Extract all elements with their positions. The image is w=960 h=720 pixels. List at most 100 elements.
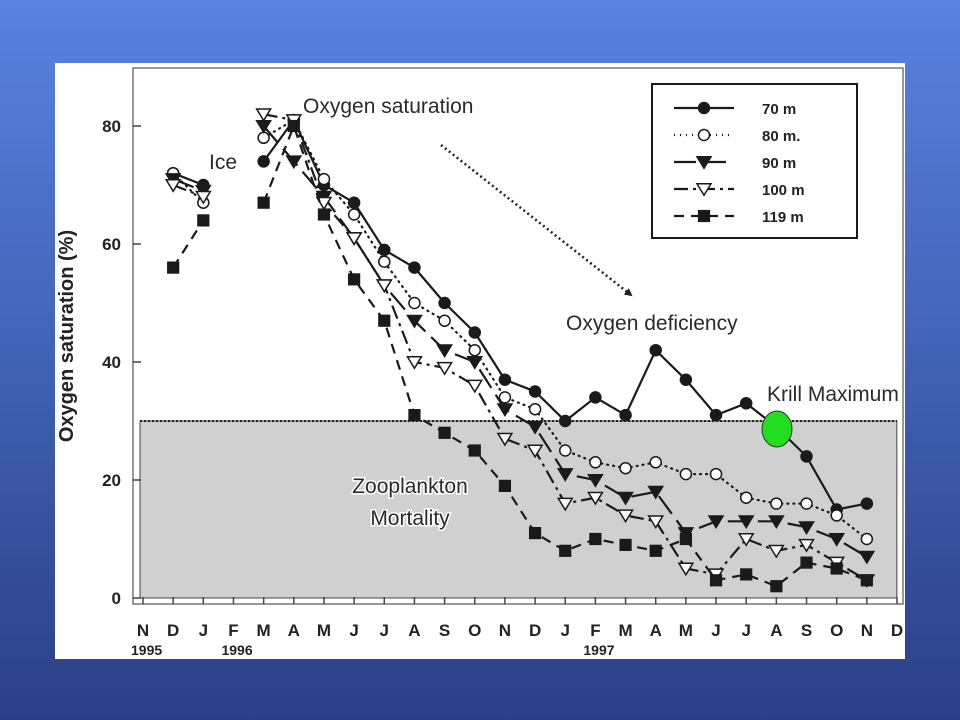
data-point-100-m [587,491,604,506]
x-tick-label: D [529,621,541,640]
x-tick-label: J [380,621,389,640]
data-point-119-m [589,532,602,546]
data-point-100-m [798,538,815,553]
data-point-70-m [589,391,602,404]
data-point-90-m [617,491,634,506]
data-point-80-m [468,343,482,357]
data-point-90-m [496,403,514,417]
data-point-70-m [739,397,753,410]
data-point-119-m [438,426,451,439]
data-point-80-m [770,497,783,510]
data-point-119-m [167,261,180,274]
data-point-80-m [317,172,331,186]
chart-panel: 0 20 40 60 80 Oxygen saturation (%) N D J F M A M J J A… [55,63,905,659]
y-axis-title: Oxygen saturation (%) [56,230,78,442]
data-point-100-m [255,108,272,122]
data-point-100-m [647,515,665,530]
data-point-90-m [466,356,484,370]
data-point-119-m [830,562,843,575]
data-point-70-m [558,414,572,428]
data-point-100-m [556,497,574,512]
data-point-90-m [406,314,423,329]
legend-marker-119-m [697,209,711,223]
data-point-70-m [257,155,270,168]
data-point-100-m [375,279,393,294]
x-tick-label: J [561,621,570,640]
data-point-119-m [860,574,873,587]
x-tick-label: O [830,621,843,640]
data-point-90-m [768,515,785,530]
x-tick-label: J [349,621,358,640]
data-point-119-m [287,119,300,133]
data-point-80-m [498,391,512,404]
data-point-119-m [348,273,361,286]
series-line-100-m [172,183,204,198]
x-year-label: 1995 [131,642,162,658]
series-line-119-m [172,219,205,269]
x-tick-label: O [468,621,481,640]
x-tick-label: M [257,621,271,640]
series-119-m [167,119,873,593]
data-point-100-m [194,190,212,205]
x-tick-label: S [801,621,812,640]
data-point-119-m [197,214,210,227]
y-tick-label: 80 [102,117,121,136]
data-point-80-m [378,255,391,268]
annotation-zooplankton: Zooplankton [352,475,468,498]
data-point-70-m [438,296,451,310]
x-tick-label: F [590,621,600,640]
data-point-70-m [528,385,542,398]
data-point-119-m [649,544,662,557]
data-point-70-m [408,261,421,274]
x-tick-label: F [228,621,238,640]
data-point-80-m [347,208,361,221]
data-point-70-m [860,497,874,510]
data-point-90-m [285,155,303,170]
annotation-mortality: Mortality [370,507,450,530]
legend-marker-80-m [697,128,711,142]
data-point-70-m [498,373,512,386]
data-point-90-m [587,474,604,488]
data-point-80-m [257,131,270,145]
legend-label-119-m: 119 m [762,209,804,226]
data-point-90-m [556,468,574,482]
deficiency-region [139,420,898,599]
y-tick-label: 60 [102,235,121,254]
data-point-100-m [737,533,755,547]
data-point-80-m [528,402,542,416]
data-point-119-m [378,314,391,327]
series-80-m [166,113,874,546]
data-point-100-m [496,432,514,447]
legend-marker-70-m [697,101,711,115]
data-point-90-m [737,515,755,530]
data-point-90-m [647,485,665,500]
krill-maximum-marker [761,410,793,448]
legend-label-90-m: 90 m [762,155,796,172]
y-tick-label: 20 [102,471,121,490]
legend-label-70-m: 70 m [762,101,796,118]
data-point-119-m [468,444,481,457]
legend-marker-100-m [695,183,713,197]
x-tick-label: N [137,621,149,640]
data-point-100-m [436,361,453,376]
data-point-100-m [466,379,484,394]
data-point-70-m [649,343,662,357]
plot-frame [132,67,904,605]
data-point-80-m [408,296,421,310]
x-tick-label: A [288,621,300,640]
series-line-119-m [262,122,868,588]
data-point-70-m [679,373,693,386]
legend-label-100-m: 100 m [762,182,805,199]
x-tick-label: N [861,621,873,640]
data-point-119-m [709,574,723,587]
x-year-label: 1996 [221,642,252,658]
data-point-90-m [798,521,815,535]
data-point-100-m [315,196,333,211]
data-point-119-m [740,568,753,581]
data-point-80-m [558,444,572,457]
x-tick-label: D [891,621,903,640]
annotation-oxygen-saturation: Oxygen saturation [303,95,473,118]
legend-marker-90-m [695,156,713,170]
data-point-90-m [436,344,453,358]
